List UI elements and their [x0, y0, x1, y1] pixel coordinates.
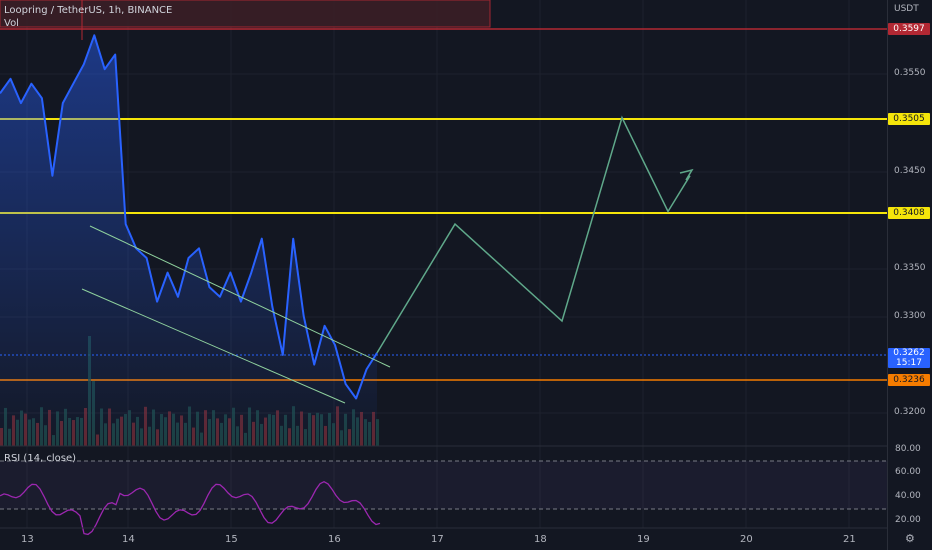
rsi-tick: 20.00	[895, 515, 921, 525]
volume-bar	[376, 419, 379, 446]
channel-lower-line[interactable]	[81, 288, 346, 404]
time-tick: 15	[225, 534, 238, 545]
time-tick: 17	[431, 534, 444, 545]
rsi-tick: 60.00	[895, 467, 921, 477]
level-tag-0.3236: 0.3236	[888, 374, 930, 386]
time-tick: 19	[637, 534, 650, 545]
price-tick: 0.3550	[894, 68, 926, 78]
symbol-title[interactable]: Loopring / TetherUS, 1h, BINANCE	[4, 5, 173, 16]
time-tick: 21	[843, 534, 856, 545]
candle-countdown: 15:17	[896, 358, 922, 368]
projection-path[interactable]	[376, 115, 691, 354]
rsi-tick: 40.00	[895, 491, 921, 501]
current-price-value: 0.3262	[893, 348, 925, 358]
rsi-label[interactable]: RSI (14, close)	[4, 453, 77, 464]
price-tick: 0.3350	[894, 263, 926, 273]
time-tick: 14	[122, 534, 135, 545]
settings-gear-icon[interactable]: ⚙	[905, 532, 915, 545]
level-tag-0.3597: 0.3597	[888, 23, 930, 35]
time-tick: 16	[328, 534, 341, 545]
current-price-tag: 0.3262 15:17	[888, 348, 930, 368]
volume-label: Vol	[4, 18, 19, 29]
channel-upper-line[interactable]	[89, 225, 391, 368]
price-line[interactable]	[0, 34, 378, 400]
rsi-tick: 80.00	[895, 444, 921, 454]
time-tick: 13	[21, 534, 34, 545]
level-tag-0.3408: 0.3408	[888, 207, 930, 219]
time-tick: 18	[534, 534, 547, 545]
price-tick: 0.3200	[894, 407, 926, 417]
price-tick: 0.3450	[894, 166, 926, 176]
price-axis[interactable]: USDT 0.3550 0.3450 0.3350 0.3300 0.3200	[887, 0, 932, 550]
currency-label: USDT	[894, 4, 919, 14]
rsi-line[interactable]	[0, 480, 381, 536]
projection-arrow-icon	[679, 168, 694, 181]
price-area-fill	[0, 35, 377, 447]
rsi-band	[0, 461, 887, 509]
price-chart[interactable]	[0, 0, 887, 550]
price-tick: 0.3300	[894, 311, 926, 321]
time-tick: 20	[740, 534, 753, 545]
level-tag-0.3505: 0.3505	[888, 113, 930, 125]
